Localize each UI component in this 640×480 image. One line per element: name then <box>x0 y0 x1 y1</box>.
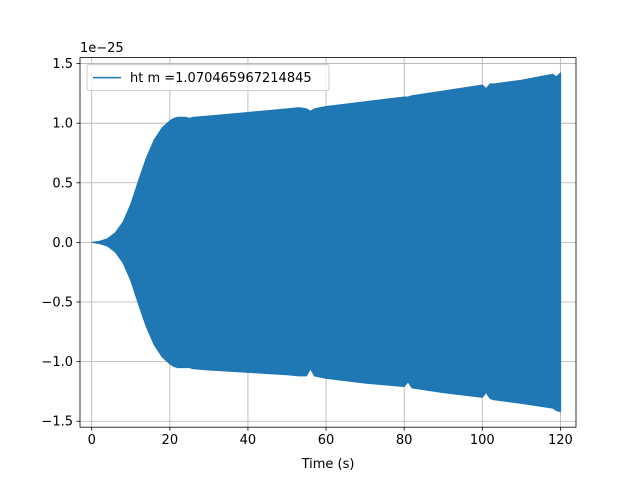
legend-box <box>86 64 330 92</box>
y-tick-label: 1.0 <box>52 117 73 132</box>
plot-data <box>91 71 562 413</box>
legend-label: ht m =1.070465967214845 <box>130 71 312 86</box>
x-axis-label: Time (s) <box>301 457 355 472</box>
y-tick-label: −0.5 <box>41 296 73 311</box>
x-tick-label: 120 <box>548 433 573 448</box>
axis-ticks: 0 20 40 60 80 100 120 1.5 1.0 0.5 0.0 −0.5 −1.0 −1.5 <box>41 57 572 448</box>
y-offset-text: 1e−25 <box>80 41 124 56</box>
x-tick-label: 0 <box>88 433 96 448</box>
x-tick-label: 40 <box>240 433 257 448</box>
y-tick-label: 0.0 <box>52 236 73 251</box>
y-tick-label: −1.0 <box>41 355 73 370</box>
x-tick-label: 60 <box>318 433 335 448</box>
y-tick-label: 0.5 <box>52 176 73 191</box>
x-tick-label: 20 <box>162 433 179 448</box>
legend: ht m =1.070465967214845 <box>86 64 330 92</box>
y-tick-label: 1.5 <box>52 57 73 72</box>
x-tick-label: 80 <box>396 433 413 448</box>
y-tick-label: −1.5 <box>41 415 73 430</box>
x-tick-label: 100 <box>470 433 495 448</box>
